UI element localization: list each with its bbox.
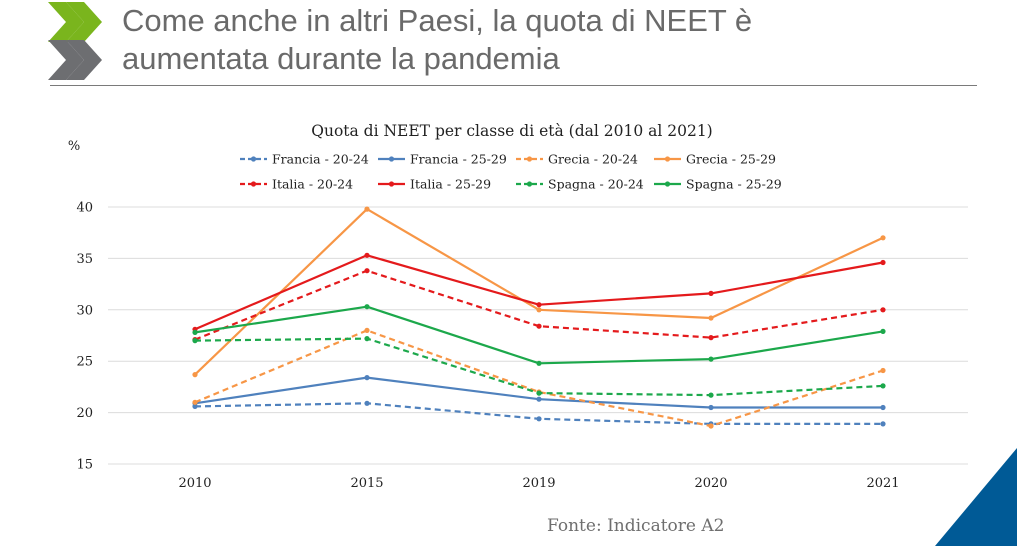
x-axis-ticks: 2010 2015 2019 2020 2021 bbox=[178, 476, 899, 491]
series-line bbox=[194, 329, 884, 428]
data-point bbox=[536, 323, 542, 329]
legend-item: Grecia - 25-29 bbox=[654, 152, 776, 167]
series-francia-20-24 bbox=[192, 400, 886, 427]
title-divider bbox=[50, 85, 977, 86]
data-point bbox=[364, 206, 370, 212]
data-point bbox=[192, 338, 198, 344]
series-line bbox=[194, 254, 884, 331]
legend-item: Francia - 20-24 bbox=[240, 152, 369, 167]
legend-label: Grecia - 20-24 bbox=[548, 152, 638, 167]
y-tick-label: 30 bbox=[76, 303, 93, 318]
data-point bbox=[364, 304, 370, 310]
data-point bbox=[192, 399, 198, 405]
y-tick-label: 15 bbox=[76, 458, 93, 473]
y-tick-label: 20 bbox=[76, 406, 93, 421]
data-point bbox=[364, 336, 370, 342]
y-axis-ticks: 15 20 25 30 35 40 bbox=[76, 201, 93, 473]
legend-label: Francia - 25-29 bbox=[410, 152, 507, 167]
data-point bbox=[192, 329, 198, 335]
data-point bbox=[364, 252, 370, 258]
series-line bbox=[194, 208, 884, 376]
data-point bbox=[536, 307, 542, 313]
x-tick-label: 2015 bbox=[350, 476, 383, 491]
source-note: Fonte: Indicatore A2 bbox=[547, 516, 725, 536]
data-point bbox=[536, 416, 542, 422]
data-point bbox=[364, 327, 370, 333]
x-tick-label: 2020 bbox=[694, 476, 727, 491]
y-unit-label: % bbox=[68, 139, 80, 154]
legend-marker bbox=[526, 181, 533, 187]
legend-marker bbox=[664, 181, 671, 187]
legend-label: Spagna - 25-29 bbox=[686, 177, 782, 192]
data-point bbox=[536, 302, 542, 308]
legend-item: Grecia - 20-24 bbox=[516, 152, 638, 167]
slide-title-line-2: aumentata durante la pandemia bbox=[122, 41, 560, 76]
y-tick-label: 35 bbox=[76, 252, 93, 267]
legend-marker bbox=[388, 156, 395, 162]
data-point bbox=[536, 360, 542, 366]
data-point bbox=[880, 421, 886, 427]
legend-marker bbox=[388, 181, 395, 187]
oecd-logo bbox=[48, 2, 102, 80]
data-point bbox=[536, 390, 542, 396]
legend-label: Francia - 20-24 bbox=[272, 152, 369, 167]
legend-label: Italia - 25-29 bbox=[410, 177, 491, 192]
data-point bbox=[708, 315, 714, 321]
data-point bbox=[364, 375, 370, 381]
series-line bbox=[194, 269, 884, 341]
data-point bbox=[880, 367, 886, 374]
data-point bbox=[708, 335, 714, 341]
legend-marker bbox=[664, 156, 671, 162]
legend-item: Italia - 20-24 bbox=[240, 177, 353, 192]
legend-item: Italia - 25-29 bbox=[378, 177, 491, 192]
data-point bbox=[880, 235, 886, 241]
data-point bbox=[192, 372, 198, 378]
series-grecia-25-29 bbox=[192, 206, 886, 378]
legend-label: Italia - 20-24 bbox=[272, 177, 353, 192]
legend-marker bbox=[526, 156, 533, 162]
series-spagna-25-29 bbox=[192, 304, 886, 366]
data-point bbox=[880, 404, 886, 411]
series-italia-25-29 bbox=[192, 252, 886, 332]
data-point bbox=[708, 423, 714, 429]
legend-item: Spagna - 25-29 bbox=[654, 177, 782, 192]
legend: Francia - 20-24 Francia - 25-29 Grecia - 2… bbox=[240, 152, 782, 192]
y-tick-label: 25 bbox=[76, 355, 93, 370]
legend-label: Spagna - 20-24 bbox=[548, 177, 644, 192]
data-point bbox=[364, 268, 370, 274]
chart-title: Quota di NEET per classe di età (dal 201… bbox=[311, 122, 712, 140]
data-point bbox=[880, 259, 886, 266]
slide-title: Come anche in altri Paesi, la quota di N… bbox=[122, 2, 982, 78]
slide-title-line-1: Come anche in altri Paesi, la quota di N… bbox=[122, 3, 753, 38]
data-point bbox=[880, 383, 886, 389]
data-point bbox=[364, 400, 370, 406]
y-tick-label: 40 bbox=[76, 201, 93, 216]
series-lines bbox=[192, 206, 886, 429]
x-tick-label: 2021 bbox=[866, 476, 899, 491]
data-point bbox=[708, 392, 714, 398]
legend-item: Francia - 25-29 bbox=[378, 152, 507, 167]
data-point bbox=[708, 290, 714, 296]
data-point bbox=[536, 396, 542, 402]
data-point bbox=[880, 328, 886, 334]
series-grecia-20-24 bbox=[192, 327, 886, 429]
legend-label: Grecia - 25-29 bbox=[686, 152, 776, 167]
corner-accent bbox=[935, 448, 1017, 546]
legend-item: Spagna - 20-24 bbox=[516, 177, 644, 192]
series-spagna-20-24 bbox=[192, 336, 886, 398]
series-line bbox=[194, 305, 884, 365]
x-tick-label: 2019 bbox=[522, 476, 555, 491]
x-tick-label: 2010 bbox=[178, 476, 211, 491]
data-point bbox=[708, 404, 714, 411]
legend-marker bbox=[250, 156, 257, 162]
data-point bbox=[708, 356, 714, 362]
legend-marker bbox=[250, 181, 257, 187]
data-point bbox=[880, 307, 886, 313]
